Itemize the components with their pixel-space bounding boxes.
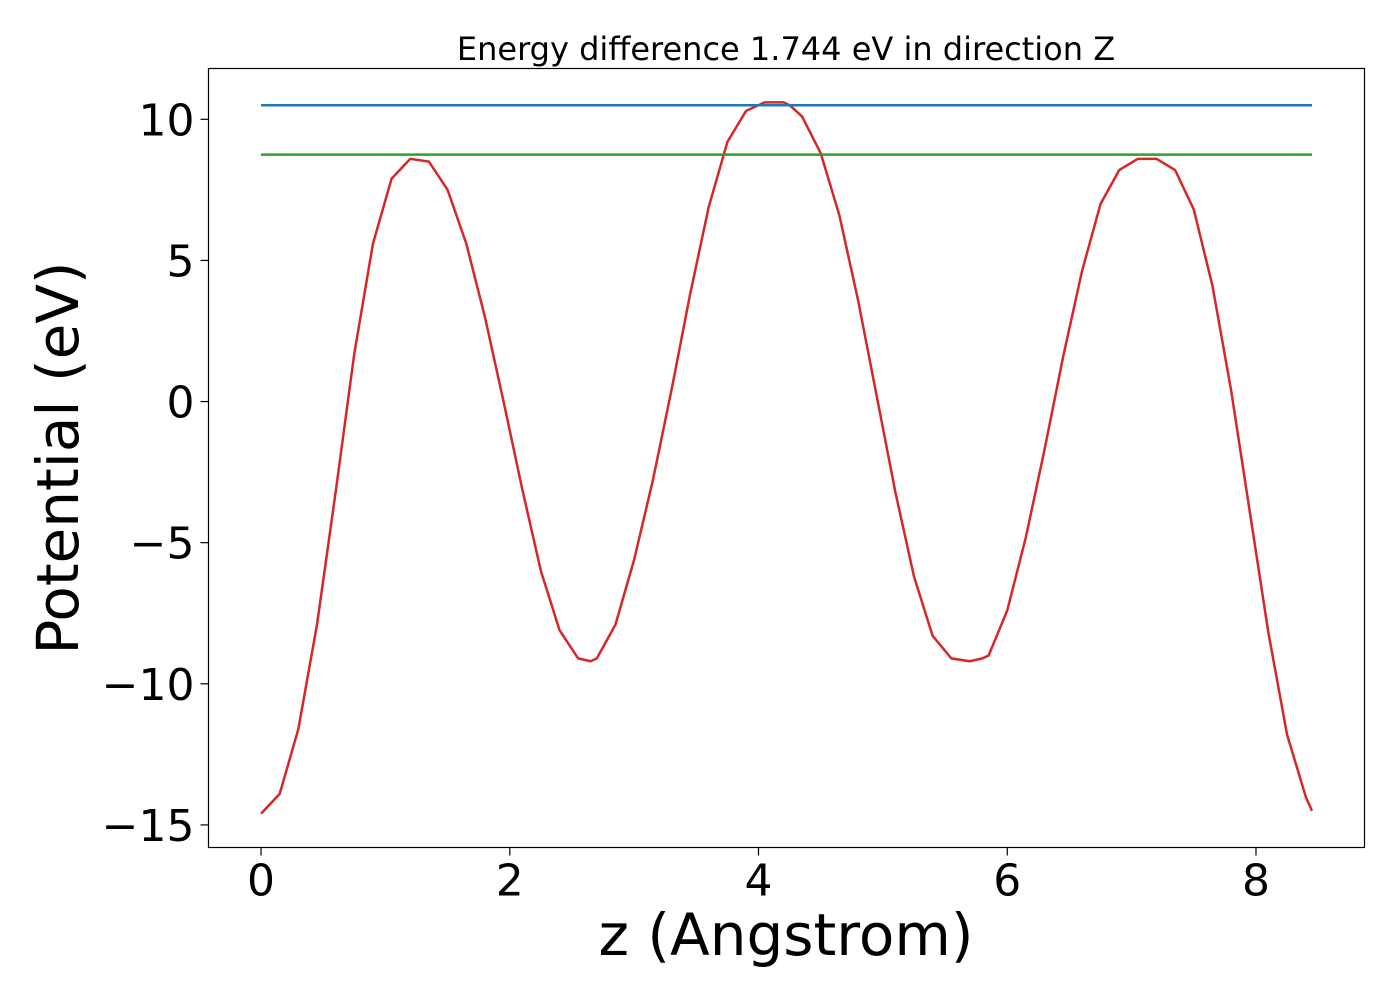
x-tick-label: 2 (496, 856, 524, 907)
series-layer (260, 101, 1314, 815)
y-tick-label: 0 (167, 378, 195, 429)
x-tick-label: 0 (247, 856, 275, 907)
x-tick-label: 4 (745, 856, 773, 907)
y-tick-label: −10 (102, 660, 195, 711)
y-ticks: −15 −10 −5 0 5 10 (102, 95, 209, 852)
x-tick-label: 6 (993, 856, 1021, 907)
y-tick-label: 10 (139, 95, 195, 146)
y-tick-label: 5 (167, 236, 195, 287)
x-tick-label: 8 (1242, 856, 1270, 907)
x-ticks: 0 2 4 6 8 (247, 847, 1270, 907)
y-tick-label: −5 (130, 519, 195, 570)
x-axis-label: z (Angstrom) (599, 901, 974, 969)
y-tick-label: −15 (102, 801, 195, 852)
chart-title: Energy difference 1.744 eV in direction … (457, 30, 1115, 68)
y-axis-label: Potential (eV) (24, 261, 92, 654)
plot-frame (207, 67, 1366, 849)
